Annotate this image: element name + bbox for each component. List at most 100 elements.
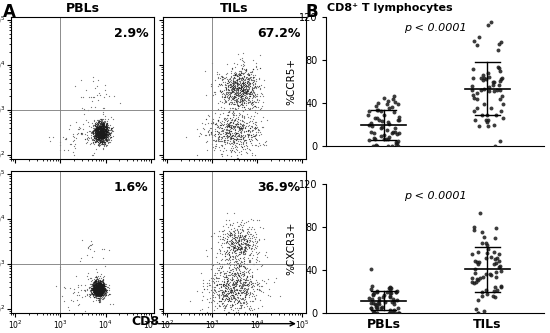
Point (97, 127, 106, 133)
Point (67, 141, 76, 146)
Point (92, 130, 101, 135)
Point (239, 299, 248, 304)
Point (495, 68, 504, 73)
Point (208, 133, 217, 138)
Point (93, 285, 102, 290)
Point (92, 286, 101, 292)
Point (222, 288, 230, 293)
Point (233, 73, 241, 78)
Point (471, 307, 480, 312)
Point (384, 310, 393, 316)
Point (90, 135, 99, 141)
Point (230, 98, 239, 103)
Point (101, 127, 109, 133)
Point (226, 131, 234, 136)
Point (217, 128, 226, 134)
Point (97, 126, 106, 131)
Point (95, 292, 104, 297)
Point (93, 133, 102, 139)
Point (100, 284, 108, 290)
Point (92, 287, 101, 292)
Point (92, 277, 101, 283)
Point (101, 122, 110, 128)
Point (94, 289, 102, 294)
Point (192, 288, 201, 293)
Point (94, 133, 102, 138)
Point (371, 116, 380, 121)
Point (92, 288, 101, 293)
Point (243, 74, 251, 80)
Point (214, 288, 223, 293)
Point (494, 82, 503, 87)
Point (99, 284, 108, 289)
Point (229, 79, 238, 84)
Point (106, 122, 114, 127)
Point (220, 298, 229, 304)
Point (92, 292, 101, 297)
Point (226, 88, 235, 93)
Point (97, 130, 106, 135)
Point (225, 250, 234, 255)
Point (227, 231, 236, 236)
Point (236, 245, 245, 250)
Point (94, 283, 103, 289)
Point (222, 275, 231, 280)
Point (91, 126, 100, 131)
Point (229, 228, 238, 234)
Point (216, 270, 224, 275)
Point (100, 130, 109, 136)
Point (241, 245, 250, 250)
Point (250, 238, 259, 244)
Point (233, 118, 241, 124)
Point (93, 283, 102, 289)
Point (106, 126, 115, 131)
Point (217, 264, 226, 270)
Point (226, 135, 235, 140)
Point (235, 271, 244, 276)
Point (210, 147, 218, 152)
Point (241, 275, 250, 280)
Point (247, 151, 256, 156)
Point (238, 97, 246, 102)
Point (236, 87, 245, 92)
Point (92, 288, 101, 293)
Point (97, 133, 106, 139)
Point (86, 289, 95, 294)
Point (248, 134, 256, 139)
Point (251, 156, 260, 162)
Point (373, 289, 382, 294)
Point (236, 72, 245, 77)
Point (237, 98, 246, 103)
Point (92, 284, 101, 290)
Point (228, 80, 236, 86)
Point (98, 110, 107, 115)
Point (87, 134, 96, 140)
Point (102, 126, 111, 131)
Point (230, 140, 239, 145)
Point (95, 133, 103, 139)
Point (223, 94, 232, 99)
Point (230, 95, 239, 100)
Point (94, 277, 102, 283)
Point (102, 288, 111, 294)
Point (245, 259, 254, 264)
Point (238, 98, 247, 104)
Point (96, 123, 105, 129)
Point (99, 283, 108, 289)
Point (92, 289, 101, 295)
Point (235, 79, 244, 84)
Point (217, 136, 226, 141)
Point (90, 127, 99, 132)
Title: PBLs: PBLs (65, 2, 100, 15)
Point (240, 137, 249, 143)
Point (241, 301, 250, 306)
Point (97, 291, 106, 296)
Point (238, 145, 246, 150)
Point (241, 310, 250, 315)
Point (74, 284, 82, 290)
Point (233, 241, 242, 247)
Point (218, 76, 227, 82)
Point (241, 265, 250, 270)
Point (97, 128, 106, 134)
Point (232, 88, 241, 94)
